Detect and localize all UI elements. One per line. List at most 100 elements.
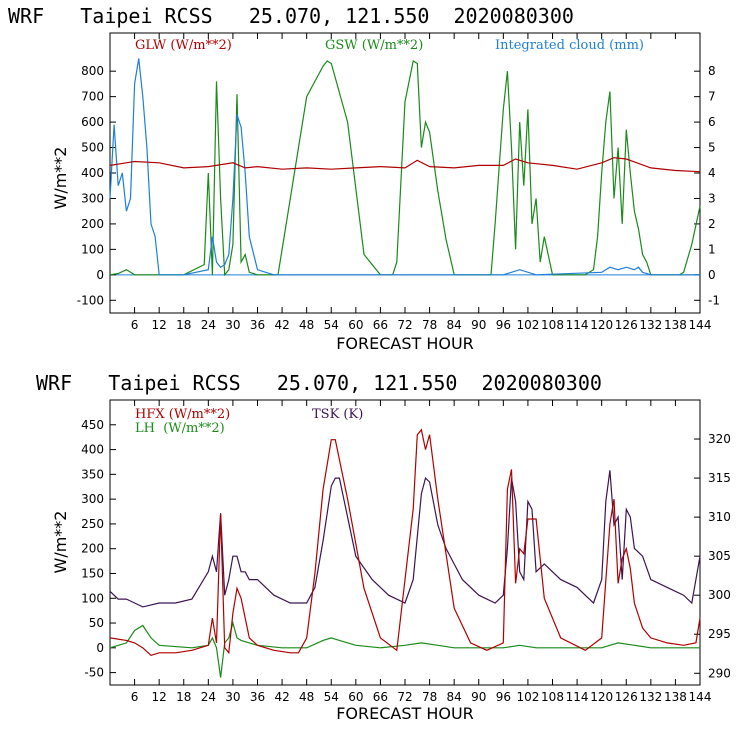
y-tick-label: 600 <box>81 115 104 129</box>
top-y2-ticks: 8 7 6 5 4 3 2 1 0 -1 <box>694 64 720 307</box>
x-tick-label: 138 <box>664 318 687 332</box>
x-tick-label: 120 <box>590 690 613 704</box>
x-tick-label: 144 <box>689 690 712 704</box>
x-tick-label: 60 <box>348 690 363 704</box>
y-tick-label: 400 <box>81 166 104 180</box>
y2-tick-label: 1 <box>708 242 716 256</box>
gsw-series-line <box>109 60 701 277</box>
x-tick-label: 108 <box>541 318 564 332</box>
y2-tick-label: 320 <box>708 432 731 446</box>
y-tick-label: 300 <box>81 492 104 506</box>
top-plot-frame <box>109 32 701 314</box>
y2-tick-label: -1 <box>708 293 720 307</box>
x-tick-label: 84 <box>447 318 462 332</box>
legend-glw: GLW (W/m**2) <box>135 38 232 53</box>
hfx-series-line <box>109 428 701 656</box>
x-tick-label: 96 <box>496 690 511 704</box>
bottom-y-ticks: 450 400 350 300 250 200 150 100 50 0 -50 <box>81 418 116 680</box>
y-tick-label: 100 <box>81 591 104 605</box>
y2-tick-label: 290 <box>708 666 731 680</box>
y-tick-label: 50 <box>89 616 104 630</box>
x-tick-label: 126 <box>615 318 638 332</box>
y2-tick-label: 0 <box>708 268 716 282</box>
x-tick-label: 84 <box>447 690 462 704</box>
y-tick-label: 350 <box>81 467 104 481</box>
y-tick-label: 450 <box>81 418 104 432</box>
legend-cloud: Integrated cloud (mm) <box>495 38 644 53</box>
y-tick-label: 500 <box>81 141 104 155</box>
bottom-x-axis-label: FORECAST HOUR <box>336 704 474 723</box>
x-tick-label: 24 <box>201 318 216 332</box>
x-tick-label: 60 <box>348 318 363 332</box>
y-tick-label: 700 <box>81 90 104 104</box>
x-tick-label: 72 <box>397 318 412 332</box>
x-tick-label: 144 <box>689 318 712 332</box>
y-tick-label: 200 <box>81 542 104 556</box>
bottom-y2-ticks: 320 315 310 305 300 295 290 <box>694 432 731 680</box>
x-tick-label: 18 <box>176 690 191 704</box>
x-tick-label: 78 <box>422 318 437 332</box>
x-tick-label: 138 <box>664 690 687 704</box>
x-tick-label: 132 <box>639 318 662 332</box>
x-tick-label: 102 <box>516 690 539 704</box>
x-tick-label: 12 <box>152 690 167 704</box>
bottom-chart: WRF Taipei RCSS 25.070, 121.550 20200803… <box>36 371 731 723</box>
x-tick-label: 54 <box>324 318 339 332</box>
y-tick-label: -100 <box>77 293 104 307</box>
y-tick-label: 800 <box>81 64 104 78</box>
x-tick-label: 48 <box>299 318 314 332</box>
x-tick-label: 54 <box>324 690 339 704</box>
x-tick-label: 78 <box>422 690 437 704</box>
legend-gsw: GSW (W/m**2) <box>325 38 423 53</box>
y2-tick-label: 3 <box>708 191 716 205</box>
x-tick-label: 108 <box>541 690 564 704</box>
x-tick-label: 6 <box>131 690 139 704</box>
bottom-x-ticks: 6 12 18 24 30 36 42 48 54 60 66 72 78 84 90 96 102 108 114… <box>131 400 712 704</box>
bottom-chart-title: WRF Taipei RCSS 25.070, 121.550 20200803… <box>36 371 602 395</box>
x-tick-label: 42 <box>274 690 289 704</box>
y-tick-label: 250 <box>81 517 104 531</box>
y-tick-label: 0 <box>96 268 104 282</box>
y-tick-label: 100 <box>81 242 104 256</box>
top-y-ticks: 800 700 600 500 400 300 200 100 0 -100 <box>77 64 116 307</box>
x-tick-label: 114 <box>566 318 589 332</box>
lh-series-line <box>109 620 700 678</box>
x-tick-label: 36 <box>250 690 265 704</box>
x-tick-label: 42 <box>274 318 289 332</box>
y2-tick-label: 2 <box>708 217 716 231</box>
x-tick-label: 18 <box>176 318 191 332</box>
y2-tick-label: 300 <box>708 588 731 602</box>
y2-tick-label: 305 <box>708 549 731 563</box>
y2-tick-label: 315 <box>708 471 731 485</box>
y-tick-label: 300 <box>81 191 104 205</box>
y2-tick-label: 7 <box>708 90 716 104</box>
x-tick-label: 132 <box>639 690 662 704</box>
x-tick-label: 30 <box>225 318 240 332</box>
top-x-axis-label: FORECAST HOUR <box>336 334 474 353</box>
y-tick-label: 0 <box>96 641 104 655</box>
y2-tick-label: 295 <box>708 627 731 641</box>
x-tick-label: 48 <box>299 690 314 704</box>
legend-lh: LH (W/m**2) <box>135 421 225 436</box>
x-tick-label: 66 <box>373 690 388 704</box>
x-tick-label: 96 <box>496 318 511 332</box>
bottom-y-axis-label: W/m**2 <box>51 511 70 574</box>
bottom-plot-frame <box>109 399 701 686</box>
y-tick-label: 400 <box>81 443 104 457</box>
top-y-axis-label: W/m**2 <box>51 147 70 210</box>
cloud-series-line <box>109 58 700 276</box>
x-tick-label: 114 <box>566 690 589 704</box>
glw-series-line <box>109 157 701 173</box>
tsk-series-line <box>109 470 701 608</box>
y2-tick-label: 4 <box>708 166 716 180</box>
y2-tick-label: 310 <box>708 510 731 524</box>
x-tick-label: 6 <box>131 318 139 332</box>
top-x-ticks: 6 12 18 24 30 36 42 48 54 60 66 72 78 84 90 96 102 108 114… <box>131 33 712 332</box>
x-tick-label: 66 <box>373 318 388 332</box>
x-tick-label: 90 <box>471 318 486 332</box>
y2-tick-label: 5 <box>708 141 716 155</box>
x-tick-label: 36 <box>250 318 265 332</box>
y-tick-label: -50 <box>84 666 104 680</box>
x-tick-label: 30 <box>225 690 240 704</box>
